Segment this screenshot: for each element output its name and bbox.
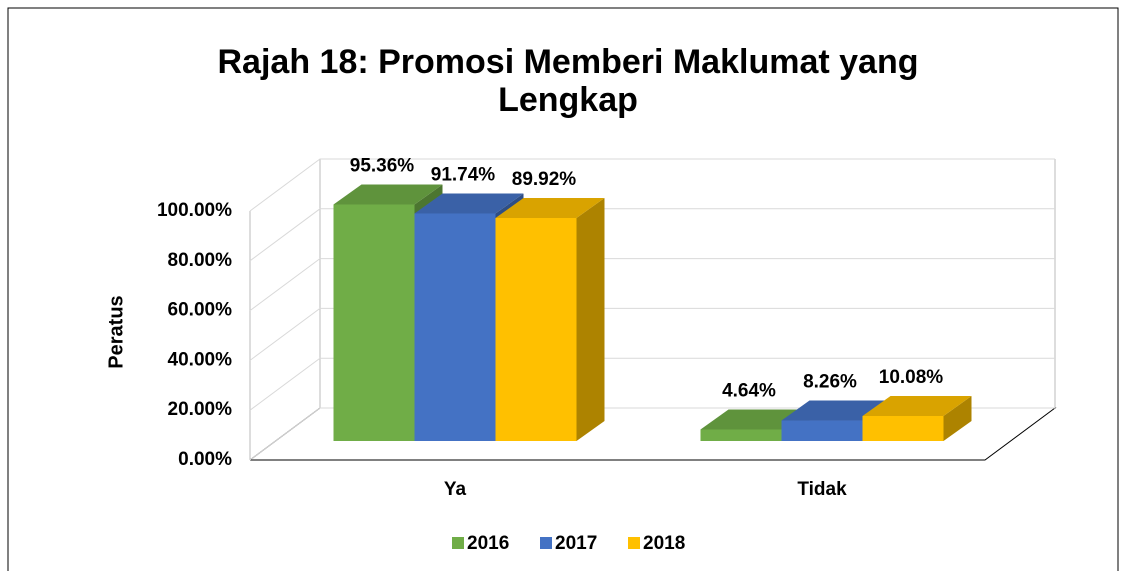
x-tick-label: Tidak: [797, 479, 847, 500]
grid-line: [249, 258, 1055, 312]
chart-title: Lengkap: [498, 81, 638, 119]
y-axis-label: Peratus: [105, 295, 127, 368]
bar-top: [862, 396, 972, 417]
bar-side: [576, 197, 605, 441]
legend-label: 2018: [643, 533, 685, 554]
bar-top: [495, 197, 605, 218]
grid-line: [249, 208, 1055, 262]
bar: [781, 420, 863, 441]
bar-top: [414, 193, 524, 214]
data-label: 89.92%: [512, 169, 577, 190]
legend-swatch: [452, 537, 464, 549]
grid-line: [249, 307, 1055, 361]
legend-swatch: [540, 537, 552, 549]
data-label: 95.36%: [350, 156, 415, 177]
bar: [862, 416, 944, 441]
bar-side: [943, 396, 972, 441]
legend-label: 2016: [467, 533, 509, 554]
data-label: 4.64%: [722, 381, 776, 402]
legend-label: 2017: [555, 533, 597, 554]
y-tick-label: 40.00%: [168, 349, 233, 370]
y-tick-label: 100.00%: [157, 200, 232, 221]
legend-swatch: [628, 537, 640, 549]
bar: [495, 217, 577, 441]
bar: [414, 213, 496, 441]
chart-title: Rajah 18: Promosi Memberi Maklumat yang: [218, 43, 919, 81]
x-tick-label: Ya: [444, 479, 467, 500]
bar: [700, 429, 782, 441]
y-tick-label: 60.00%: [168, 300, 233, 321]
data-label: 8.26%: [803, 372, 857, 393]
y-tick-label: 0.00%: [178, 449, 232, 470]
y-tick-label: 20.00%: [168, 399, 233, 420]
grid-line: [249, 158, 1055, 212]
data-label: 91.74%: [431, 165, 496, 186]
bar: [333, 204, 415, 441]
bar-top: [333, 184, 443, 205]
y-tick-label: 80.00%: [168, 250, 233, 271]
data-label: 10.08%: [879, 367, 944, 388]
grid-line: [249, 357, 1055, 411]
